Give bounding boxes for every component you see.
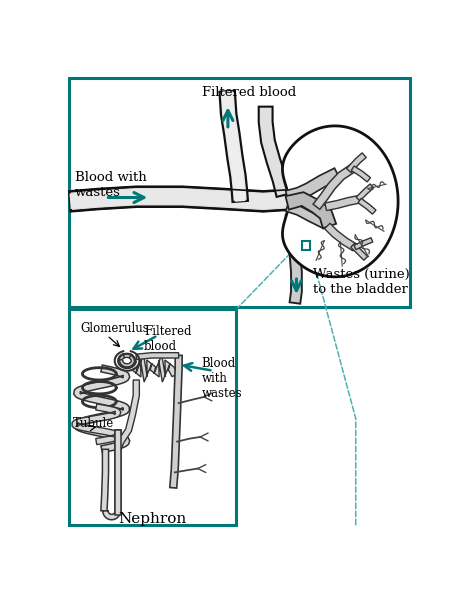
Polygon shape bbox=[115, 380, 140, 451]
Polygon shape bbox=[356, 184, 374, 201]
Text: Nephron: Nephron bbox=[118, 512, 186, 526]
Polygon shape bbox=[286, 214, 302, 304]
Text: Wastes (urine)
to the bladder: Wastes (urine) to the bladder bbox=[313, 268, 410, 296]
Polygon shape bbox=[119, 354, 135, 367]
FancyBboxPatch shape bbox=[68, 309, 236, 525]
Text: Glomerulus: Glomerulus bbox=[81, 322, 150, 335]
Polygon shape bbox=[74, 365, 130, 452]
Polygon shape bbox=[259, 107, 290, 197]
Polygon shape bbox=[118, 353, 136, 368]
Polygon shape bbox=[325, 223, 357, 251]
Polygon shape bbox=[219, 91, 248, 202]
Polygon shape bbox=[72, 404, 121, 445]
Polygon shape bbox=[358, 199, 376, 214]
Polygon shape bbox=[351, 244, 368, 260]
Polygon shape bbox=[101, 449, 108, 511]
Text: Tubule: Tubule bbox=[73, 417, 114, 430]
Text: Blood
with
wastes: Blood with wastes bbox=[202, 357, 242, 400]
Polygon shape bbox=[351, 166, 371, 182]
Polygon shape bbox=[120, 355, 134, 367]
Bar bbox=[302, 241, 310, 250]
Polygon shape bbox=[354, 238, 373, 250]
Polygon shape bbox=[346, 153, 366, 173]
Text: Blood with
wastes: Blood with wastes bbox=[75, 170, 146, 199]
Polygon shape bbox=[325, 195, 361, 211]
Polygon shape bbox=[118, 353, 133, 368]
Polygon shape bbox=[69, 189, 288, 209]
Polygon shape bbox=[286, 202, 328, 229]
Polygon shape bbox=[69, 187, 288, 211]
Polygon shape bbox=[136, 353, 179, 359]
Polygon shape bbox=[286, 192, 336, 228]
Text: Filtered
blood: Filtered blood bbox=[144, 325, 192, 353]
Polygon shape bbox=[115, 430, 121, 515]
Polygon shape bbox=[103, 511, 120, 520]
Polygon shape bbox=[282, 126, 398, 277]
Polygon shape bbox=[170, 355, 182, 488]
Polygon shape bbox=[119, 353, 135, 367]
Polygon shape bbox=[122, 354, 135, 367]
Polygon shape bbox=[115, 430, 121, 511]
Polygon shape bbox=[286, 168, 340, 203]
Polygon shape bbox=[222, 91, 246, 202]
FancyBboxPatch shape bbox=[68, 78, 410, 307]
Text: Filtered blood: Filtered blood bbox=[202, 86, 296, 99]
Polygon shape bbox=[313, 165, 355, 209]
Polygon shape bbox=[132, 355, 178, 382]
